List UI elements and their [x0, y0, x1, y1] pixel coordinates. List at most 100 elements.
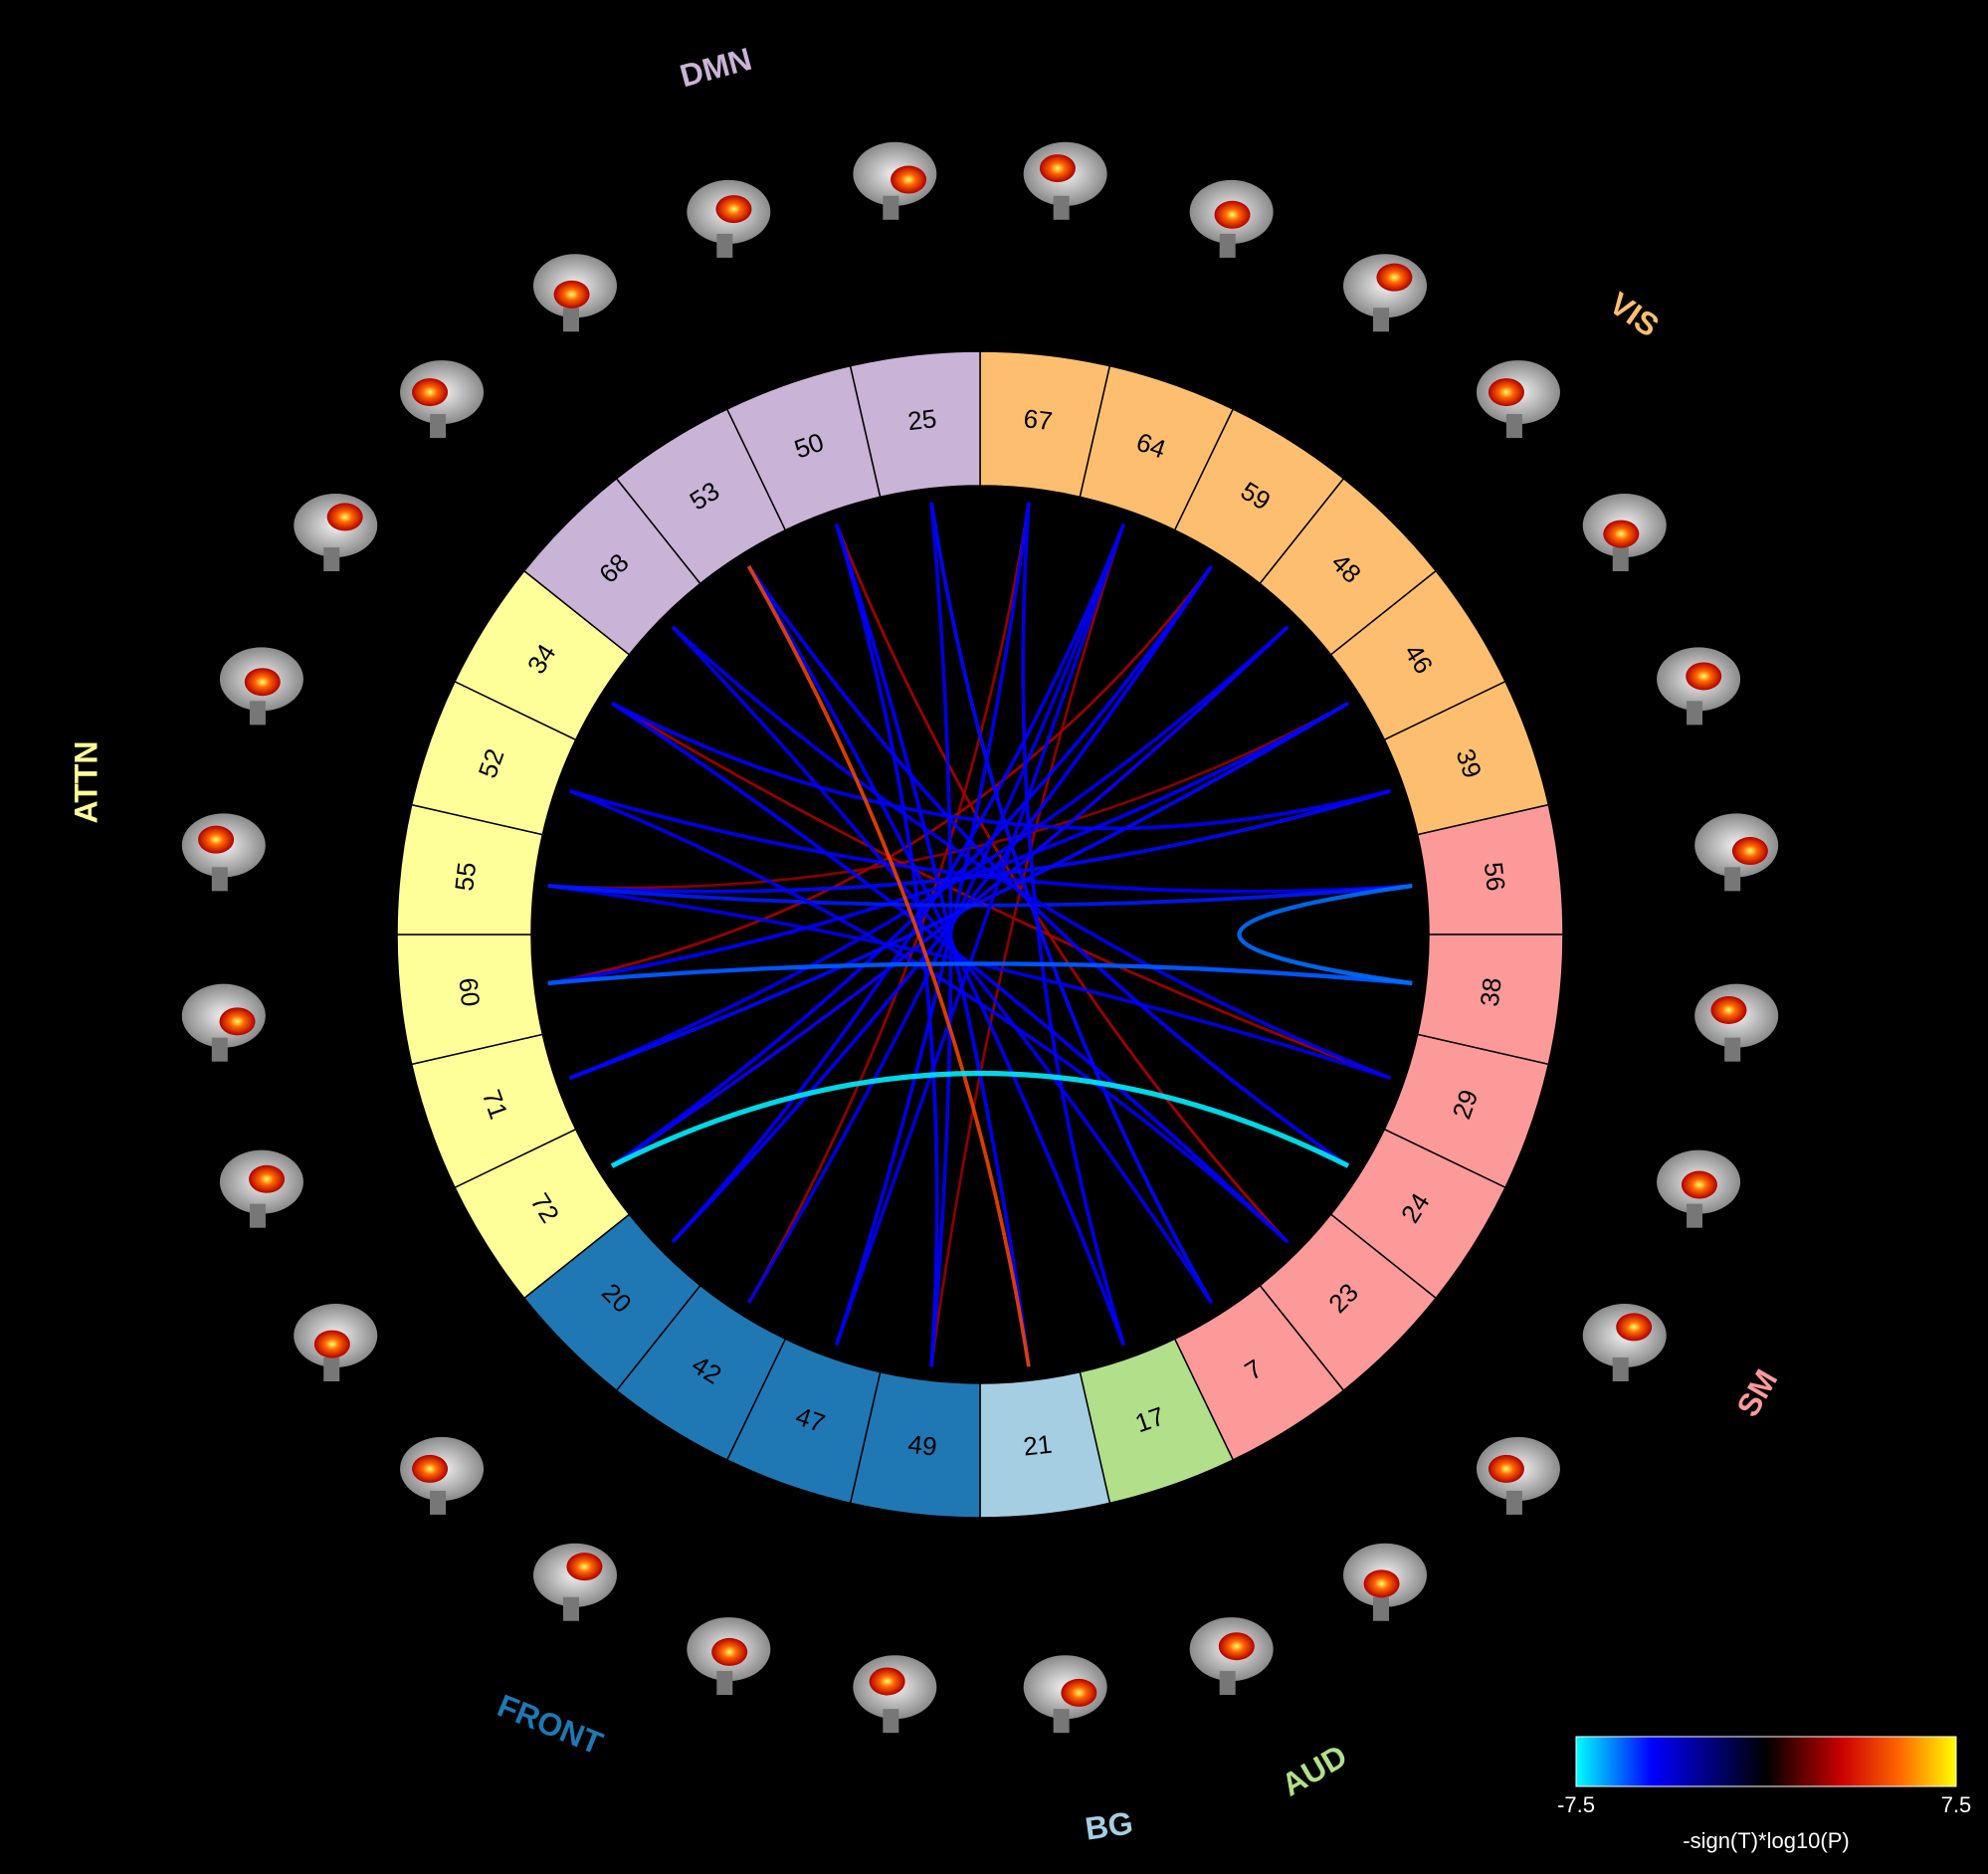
activation-blob	[412, 378, 449, 407]
brain-stem	[1612, 1357, 1629, 1382]
connection	[746, 564, 1350, 1168]
brain-stem	[1373, 308, 1390, 332]
activation-blob	[553, 280, 590, 309]
brain-stem	[1724, 867, 1741, 892]
connection	[1021, 502, 1126, 1347]
activation-blob	[1686, 662, 1722, 691]
activation-blob	[313, 1330, 350, 1358]
brain-stem	[249, 701, 266, 726]
activation-blob	[1039, 154, 1076, 183]
brain-thumbnail	[1582, 493, 1667, 571]
brain-thumbnail	[687, 1617, 771, 1696]
component-label: 67	[1022, 403, 1054, 436]
connection	[547, 702, 1349, 890]
activation-blob	[1731, 837, 1768, 866]
brain-stem	[716, 1671, 733, 1696]
connection	[610, 1071, 1350, 1168]
activation-blob	[1488, 378, 1524, 407]
group-label: ATTN	[68, 741, 103, 824]
brain-stem	[211, 1037, 228, 1062]
brain-thumbnail	[294, 493, 378, 571]
brain-thumbnail	[1343, 1543, 1428, 1621]
activation-blob	[1681, 1170, 1717, 1199]
component-label: 38	[1475, 976, 1507, 1008]
brain-thumbnail	[532, 254, 617, 332]
colorbar-tick-label: -7.5	[1557, 1792, 1595, 1817]
brain-thumbnail	[400, 360, 485, 439]
brain-thumbnail	[687, 179, 771, 258]
activation-blob	[249, 1164, 286, 1193]
component-label: 56	[1479, 861, 1511, 893]
brain-thumbnail	[1023, 1655, 1107, 1734]
brain-stem	[716, 233, 733, 258]
brain-stem	[249, 1203, 266, 1228]
component-segment	[849, 350, 981, 499]
connection	[547, 884, 1413, 908]
brain-stem	[1053, 195, 1070, 220]
brain-stem	[323, 546, 340, 571]
colorbar-gradient	[1575, 1736, 1957, 1787]
brain-stem	[562, 308, 579, 332]
brain-thumbnail	[1189, 1617, 1274, 1696]
brain-thumbnail	[1476, 1436, 1560, 1515]
activation-blob	[1376, 263, 1413, 292]
colorbar-tick-label: 7.5	[1941, 1792, 1972, 1817]
component-label: 21	[1022, 1429, 1054, 1462]
brain-stem	[1612, 546, 1629, 571]
brain-thumbnail	[1694, 983, 1779, 1062]
brain-stem	[1724, 1037, 1741, 1062]
activation-blob	[1710, 995, 1747, 1024]
connection	[568, 701, 1349, 1081]
activation-blob	[715, 195, 752, 224]
brain-thumbnail	[853, 1655, 937, 1734]
brain-thumbnail	[1657, 1149, 1741, 1228]
component-label: 60	[453, 976, 486, 1008]
brain-thumbnail	[400, 1436, 485, 1515]
component-label: 25	[906, 403, 938, 436]
component-label: 55	[449, 861, 482, 893]
group-label: FRONT	[493, 1687, 608, 1762]
activation-blob	[711, 1637, 748, 1666]
connection	[547, 565, 1213, 985]
brain-thumbnails	[181, 141, 1779, 1734]
activation-blob	[869, 1667, 905, 1696]
connection	[611, 702, 1391, 1080]
connection	[929, 523, 1125, 1367]
brain-thumbnail	[853, 141, 937, 220]
activation-blob	[1488, 1454, 1524, 1483]
brain-thumbnail	[1694, 813, 1779, 892]
brain-thumbnail	[532, 1543, 617, 1621]
activation-blob	[412, 1454, 449, 1483]
activation-blob	[219, 1007, 256, 1036]
component-ring: 6764594846395638292423717214947422072716…	[396, 350, 1564, 1519]
activation-blob	[326, 503, 363, 531]
brain-thumbnail	[1189, 179, 1274, 258]
activation-blob	[1218, 1632, 1255, 1661]
activation-blob	[1061, 1678, 1097, 1707]
brain-stem	[1505, 1490, 1522, 1515]
activation-blob	[1616, 1313, 1653, 1342]
brain-thumbnail	[181, 813, 266, 892]
activation-blob	[198, 825, 235, 854]
brain-stem	[211, 867, 228, 892]
brain-stem	[1373, 1596, 1390, 1621]
group-label: BG	[1083, 1804, 1135, 1846]
brain-thumbnail	[181, 983, 266, 1062]
brain-stem	[1053, 1709, 1070, 1734]
connections	[547, 502, 1413, 1367]
connection	[611, 701, 1391, 831]
brain-stem	[1219, 1671, 1236, 1696]
brain-stem	[323, 1357, 340, 1382]
brain-thumbnail	[219, 647, 303, 726]
connection	[834, 522, 1126, 1347]
group-label: VIS	[1603, 285, 1666, 343]
activation-blob	[1214, 200, 1251, 229]
colorbar-label: -sign(T)*log10(P)	[1683, 1828, 1850, 1853]
brain-stem	[883, 195, 899, 220]
activation-blob	[566, 1553, 603, 1581]
group-label: SM	[1729, 1363, 1784, 1423]
brain-thumbnail	[1023, 141, 1107, 220]
brain-thumbnail	[219, 1149, 303, 1228]
